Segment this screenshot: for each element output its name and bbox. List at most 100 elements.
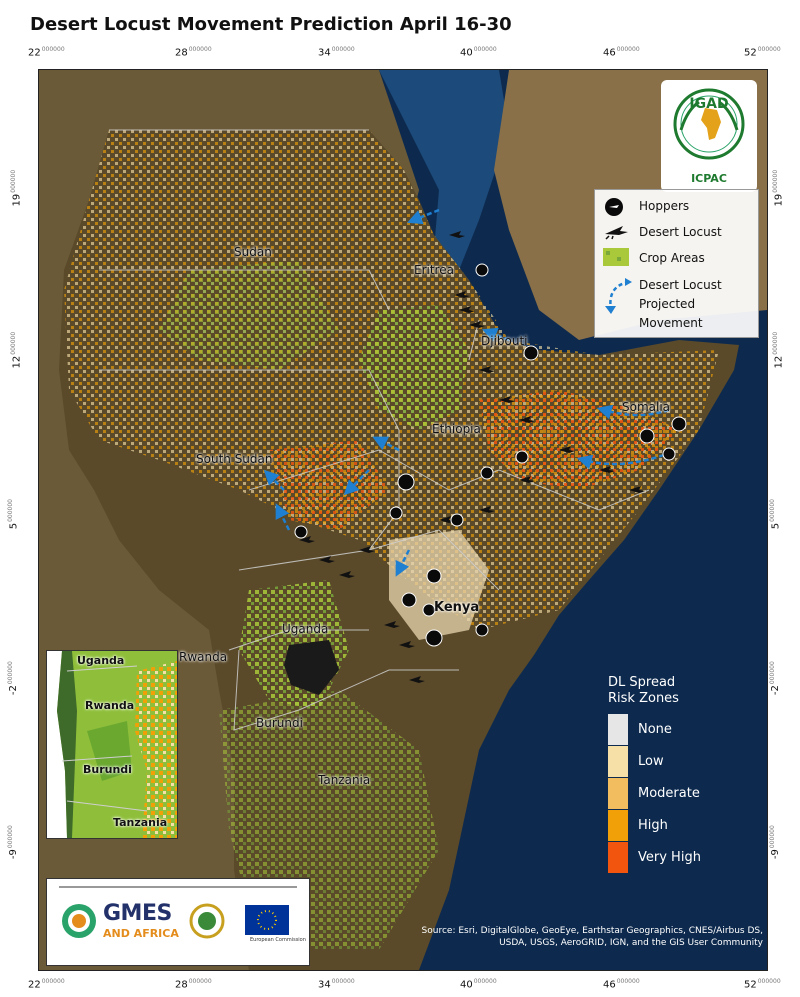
- gmes-wordmark: GMES: [103, 901, 172, 926]
- arrow-eritrea: [407, 208, 440, 225]
- hopper-marker: [450, 513, 464, 527]
- hopper-marker: [294, 525, 308, 539]
- arrow-uganda: [275, 503, 291, 531]
- label-somalia: Somalia: [622, 400, 671, 414]
- locust-marker: [299, 536, 315, 543]
- locust-marker: [449, 231, 465, 238]
- locust-marker: [454, 291, 470, 298]
- legend-desert-locust-label: Desert Locust: [639, 224, 722, 239]
- crop-areas-ethiopia: [359, 305, 469, 430]
- locust-marker: [479, 366, 495, 373]
- locust-marker: [399, 641, 415, 648]
- hopper-icon: [603, 196, 633, 216]
- country-borders: [99, 129, 650, 731]
- projected-movement-icon: [603, 276, 633, 326]
- label-burundi: Burundi: [256, 716, 303, 730]
- desert-locust-markers: [299, 231, 645, 683]
- hopper-markers: [294, 263, 687, 647]
- igad-logo: IGAD ICPAC: [661, 80, 757, 192]
- lon-tick-bottom-46: 46000000: [603, 978, 640, 991]
- partner-logos: GMES AND AFRICA European Commission: [46, 878, 310, 966]
- inset-label-rwanda: Rwanda: [85, 699, 135, 712]
- inset-map[interactable]: Uganda Rwanda Burundi Tanzania: [46, 650, 178, 839]
- hopper-marker: [397, 473, 415, 491]
- risk-swatch-high: [608, 809, 628, 841]
- risk-zone-legend: DL Spread Risk Zones None Low Moderate H…: [596, 675, 756, 873]
- crop-areas-sudan: [159, 260, 339, 370]
- inset-label-uganda: Uganda: [77, 654, 125, 667]
- hopper-marker: [523, 345, 539, 361]
- legend-crop-areas: Crop Areas: [603, 248, 705, 268]
- risk-legend-title-2: Risk Zones: [608, 691, 679, 706]
- label-djibouti: Djibouti: [481, 334, 528, 348]
- legend-desert-locust: Desert Locust: [603, 222, 722, 242]
- locust-marker: [339, 571, 355, 578]
- arrow-south-sudan: [263, 469, 285, 491]
- arrow-somalia-2: [576, 453, 665, 470]
- gmes-subtitle: AND AFRICA: [103, 927, 179, 940]
- arrow-ethiopia-1: [372, 436, 400, 452]
- hopper-marker: [475, 623, 489, 637]
- lon-tick-bottom-40: 40000000: [460, 978, 497, 991]
- hopper-marker: [389, 506, 403, 520]
- risk-row-none: None: [596, 713, 756, 745]
- risk-row-very-high: Very High: [596, 841, 756, 873]
- lat-tick-right-5: 5000000: [768, 499, 782, 530]
- arrow-ethiopia-2: [343, 469, 370, 496]
- map-frame[interactable]: Sudan Eritrea Djibouti Somalia Ethiopia …: [38, 69, 768, 971]
- locust-marker: [499, 396, 515, 403]
- ec-caption: European Commission: [250, 937, 306, 943]
- lat-tick-left-minus2: -2000000: [6, 661, 20, 696]
- risk-label-high: High: [638, 817, 668, 833]
- lat-tick-left-12: 12000000: [10, 331, 23, 369]
- label-rwanda: Rwanda: [179, 650, 228, 664]
- igad-emblem: [673, 88, 745, 160]
- locust-marker: [479, 506, 495, 513]
- locust-marker: [319, 556, 335, 563]
- locust-marker: [599, 466, 615, 473]
- risk-row-moderate: Moderate: [596, 777, 756, 809]
- hopper-marker: [515, 450, 529, 464]
- lon-tick-bottom-52: 52000000: [744, 978, 781, 991]
- lon-tick-bottom-28: 28000000: [175, 978, 212, 991]
- lat-tick-left-5: 5000000: [6, 499, 20, 530]
- lake-victoria: [284, 640, 339, 695]
- red-sea: [379, 70, 509, 270]
- legend-projected-line1: Desert Locust: [639, 278, 722, 292]
- risk-label-none: None: [638, 721, 672, 737]
- risk-label-very-high: Very High: [638, 849, 701, 865]
- label-uganda: Uganda: [282, 622, 329, 636]
- crop-swatch: [603, 248, 633, 268]
- locust-marker: [559, 446, 575, 453]
- map-attribution: Source: Esri, DigitalGlobe, GeoEye, Eart…: [421, 926, 763, 948]
- locust-marker: [519, 476, 535, 483]
- hopper-marker: [639, 428, 655, 444]
- label-kenya: Kenya: [434, 600, 480, 615]
- hopper-marker: [425, 629, 443, 647]
- au-emblem: [189, 903, 225, 939]
- risk-legend-title-1: DL Spread: [608, 675, 676, 690]
- lat-tick-right-12: 12000000: [772, 331, 785, 369]
- locust-marker: [469, 321, 485, 328]
- lat-tick-left-minus9: -9000000: [6, 825, 20, 860]
- legend-hoppers-label: Hoppers: [639, 198, 690, 213]
- legend-hoppers: Hoppers: [603, 196, 689, 216]
- projected-movement-arrows: [263, 208, 670, 577]
- locust-marker: [519, 416, 535, 423]
- label-eritrea: Eritrea: [414, 263, 454, 277]
- icpac-wordmark: ICPAC: [691, 172, 727, 185]
- lat-tick-left-19: 19000000: [10, 169, 23, 207]
- hopper-marker: [662, 447, 676, 461]
- risk-swatch-moderate: [608, 777, 628, 809]
- hopper-marker: [671, 416, 687, 432]
- lon-tick-top-52: 52000000: [744, 46, 781, 59]
- legend-projected-movement-label: Desert Locust Projected Movement: [639, 276, 722, 333]
- lon-tick-top-22: 22000000: [28, 46, 65, 59]
- locust-marker: [384, 621, 400, 628]
- label-ethiopia: Ethiopia: [432, 422, 481, 436]
- locust-icon: [603, 222, 633, 242]
- locust-marker: [359, 546, 375, 553]
- hopper-marker: [475, 263, 489, 277]
- lon-tick-bottom-34: 34000000: [318, 978, 355, 991]
- arrow-somalia-1: [596, 404, 670, 420]
